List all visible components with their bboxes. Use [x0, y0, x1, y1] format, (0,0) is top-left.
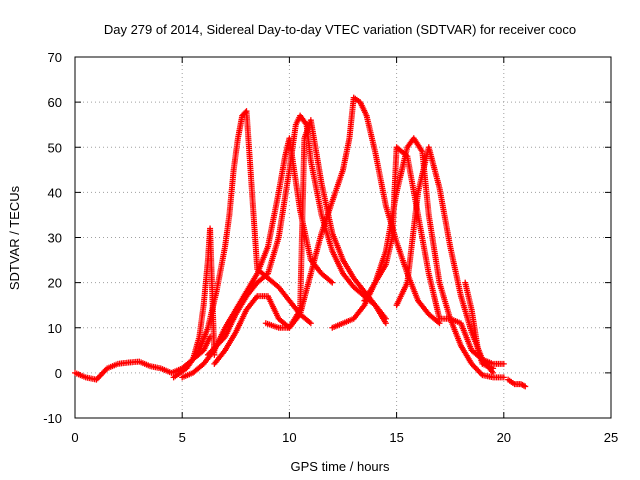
data-points — [72, 94, 529, 390]
data-point — [327, 278, 334, 285]
grid — [75, 57, 611, 418]
data-point — [490, 365, 497, 372]
x-tick-label: 25 — [604, 430, 618, 445]
series-spike-1 — [189, 225, 218, 363]
x-tick-label: 15 — [389, 430, 403, 445]
data-point — [329, 279, 336, 286]
axis-ticks — [74, 56, 612, 419]
x-axis-label: GPS time / hours — [291, 459, 390, 474]
y-tick-label: 0 — [55, 366, 62, 381]
y-tick-label: 50 — [48, 140, 62, 155]
series-arc-H — [393, 144, 497, 376]
y-tick-label: 70 — [48, 50, 62, 65]
series-arc-C — [204, 112, 389, 358]
series-arc-G — [361, 135, 507, 381]
data-point — [306, 319, 313, 326]
y-tick-label: 40 — [48, 185, 62, 200]
y-tick-label: -10 — [43, 411, 62, 426]
x-tick-label: 10 — [282, 430, 296, 445]
data-point — [435, 319, 442, 326]
x-tick-label: 5 — [179, 430, 186, 445]
chart-title: Day 279 of 2014, Sidereal Day-to-day VTE… — [104, 22, 576, 37]
data-point — [382, 320, 389, 327]
data-point — [242, 109, 249, 116]
data-point — [522, 383, 529, 390]
tick-labels: 0 5 10 15 20 25 -10 0 10 20 30 40 50 60 70 — [43, 50, 618, 445]
series-tail-I — [462, 279, 497, 372]
y-tick-label: 60 — [48, 95, 62, 110]
y-tick-label: 20 — [48, 276, 62, 291]
x-tick-label: 0 — [71, 430, 78, 445]
series-arc-F — [329, 144, 507, 367]
x-tick-label: 20 — [497, 430, 511, 445]
data-point — [500, 360, 507, 367]
y-axis-label: SDTVAR / TECUs — [7, 185, 22, 290]
data-point — [500, 374, 507, 381]
y-tick-label: 10 — [48, 321, 62, 336]
data-point — [307, 320, 314, 327]
series-tail-J — [505, 376, 529, 390]
data-point — [263, 271, 270, 278]
y-tick-label: 30 — [48, 231, 62, 246]
